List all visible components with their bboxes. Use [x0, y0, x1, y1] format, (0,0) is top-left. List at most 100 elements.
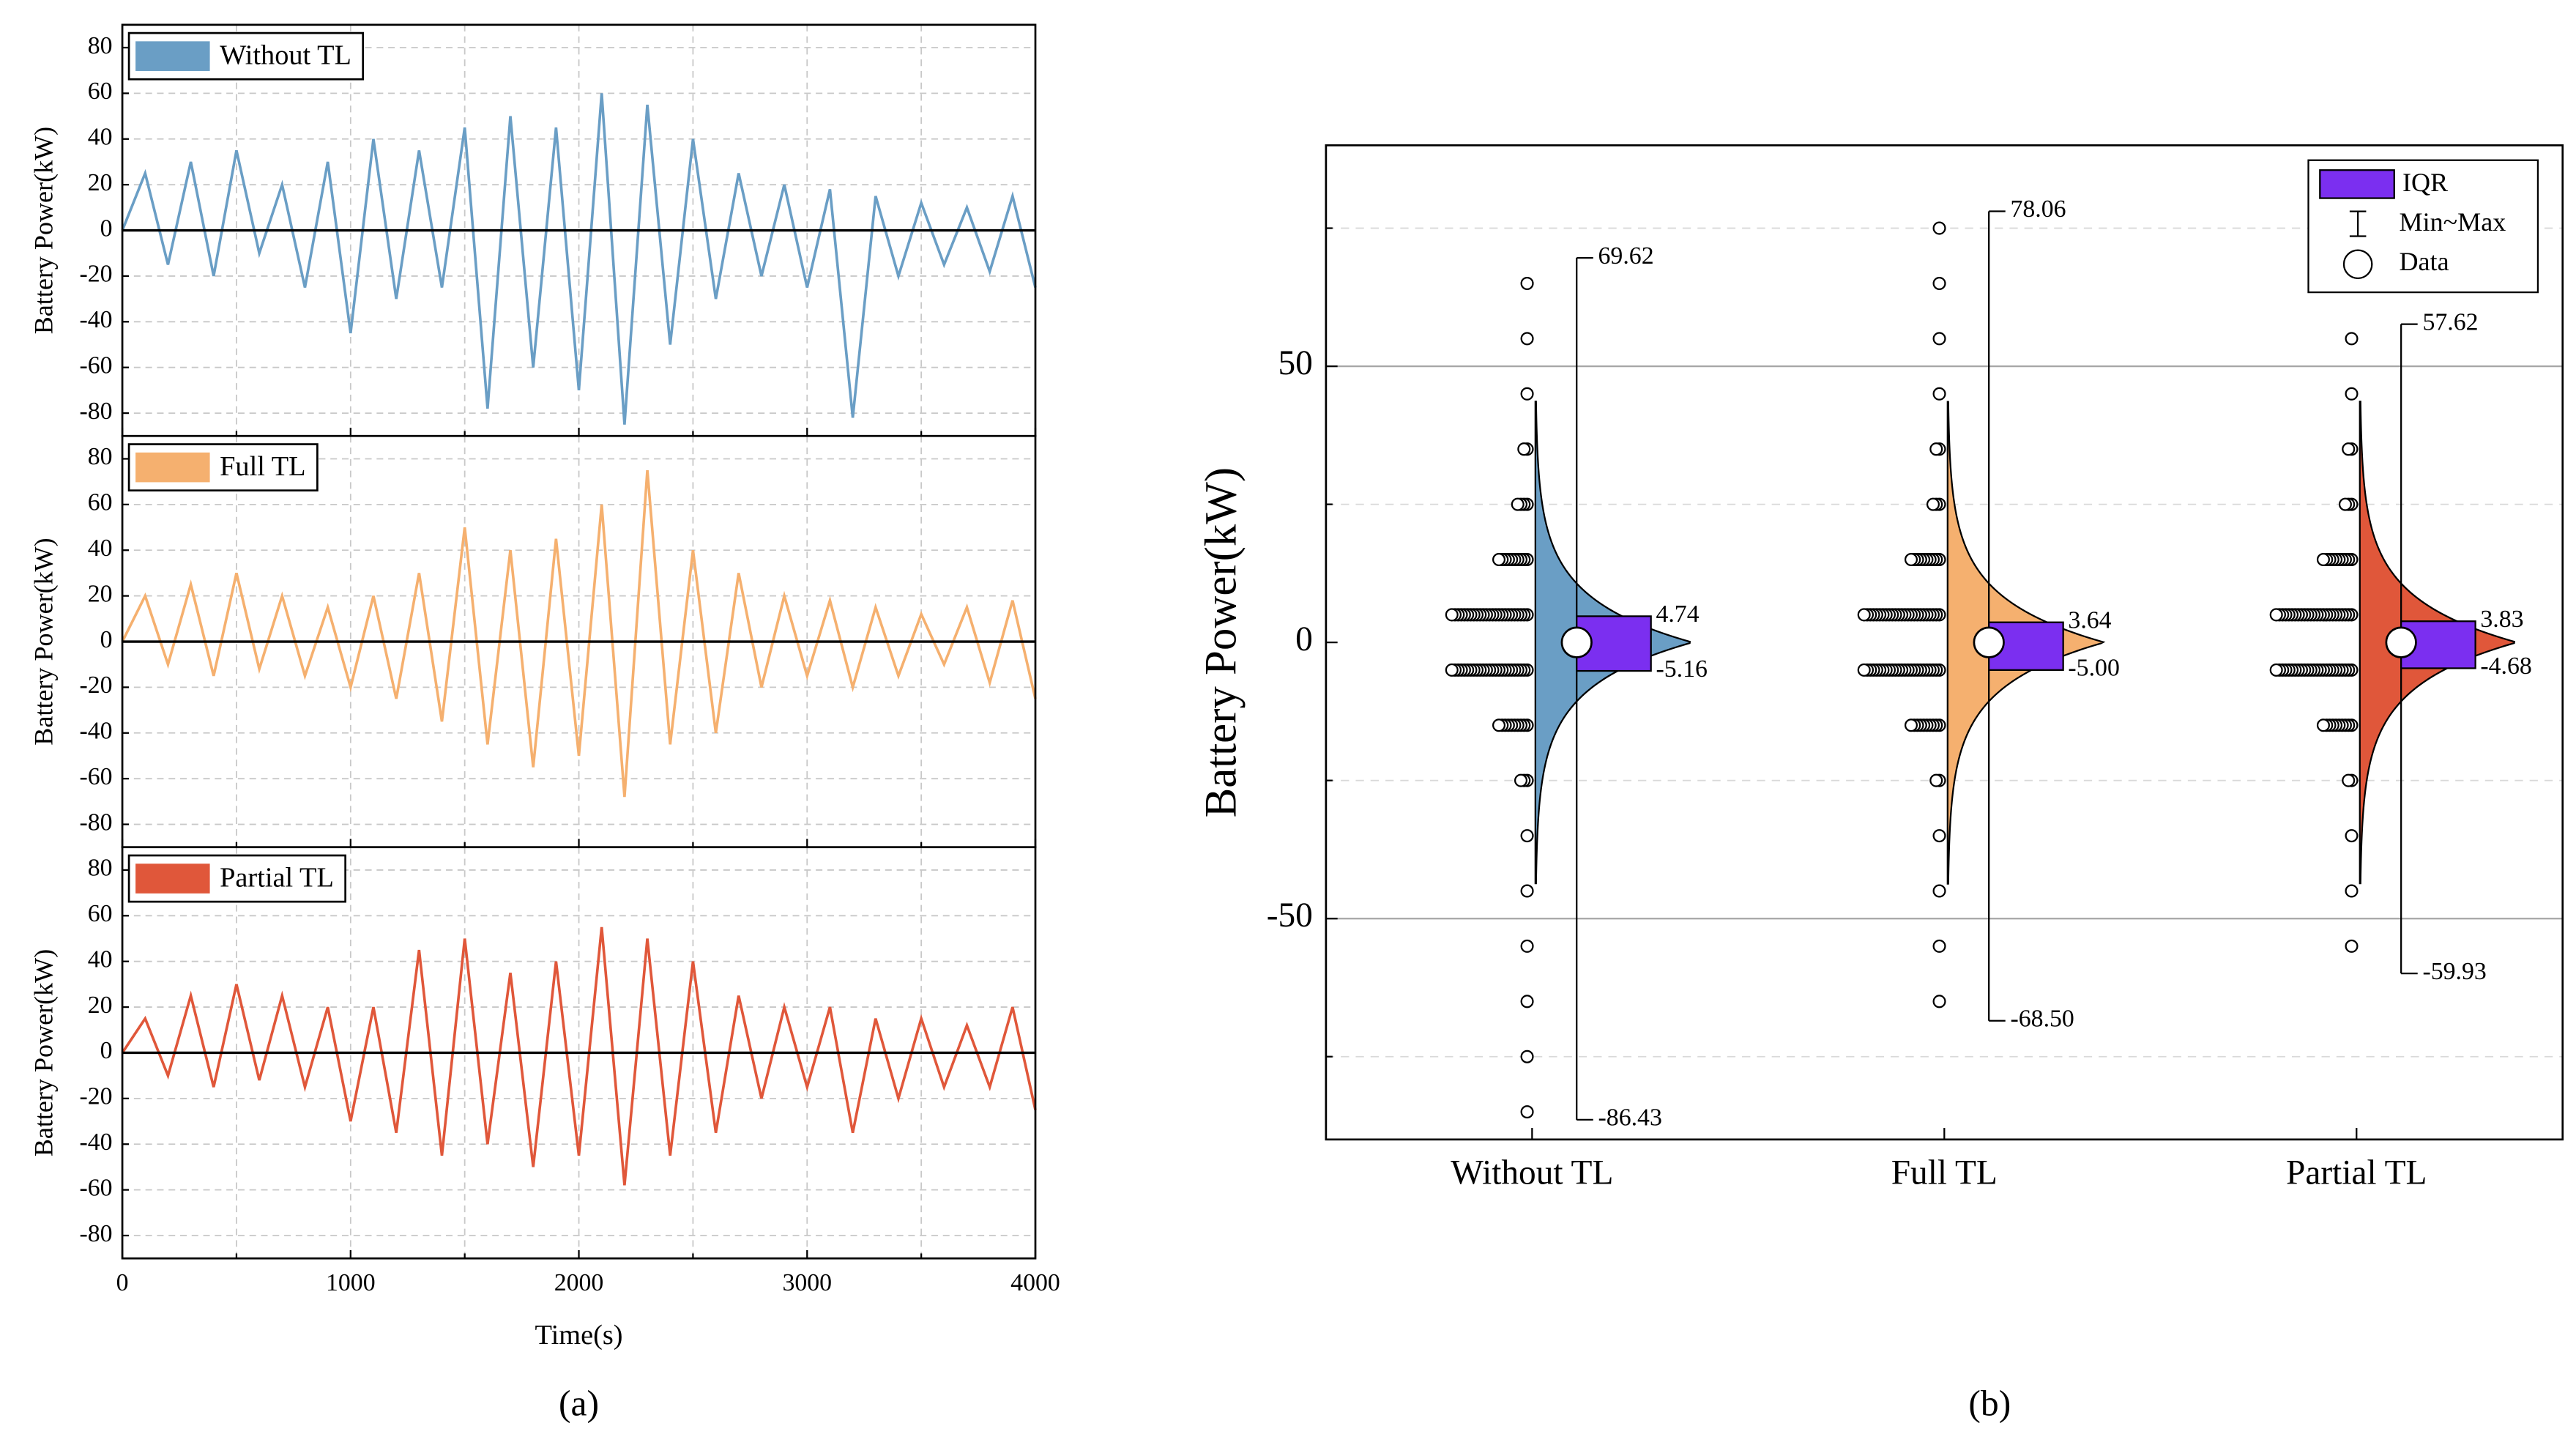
x-tick-label: 4000 [1010, 1269, 1060, 1296]
data-point [2316, 718, 2330, 732]
legend-label: Min~Max [2400, 207, 2506, 237]
mean-marker [1560, 626, 1593, 658]
data-point [1932, 884, 1946, 898]
data-point [1932, 332, 1946, 346]
data-point [2345, 939, 2359, 953]
data-point [1904, 553, 1918, 567]
min-label: -86.43 [1598, 1104, 1662, 1132]
legend-label: Partial TL [220, 863, 334, 894]
y-tick-label: 20 [88, 992, 113, 1019]
data-point [1517, 442, 1531, 456]
data-point [2342, 773, 2356, 787]
y-tick-label: -80 [79, 398, 112, 425]
y-tick-label: 80 [88, 855, 113, 882]
data-point [1511, 497, 1525, 511]
line [121, 93, 1037, 425]
y-tick-label: 40 [88, 124, 113, 151]
y-tick-label: -60 [79, 763, 112, 790]
plot-frame [121, 846, 1037, 1260]
data-point [1520, 1050, 1534, 1063]
x-tick-label: 3000 [782, 1269, 832, 1296]
data-point [2342, 442, 2356, 456]
legend-swatch [135, 863, 210, 894]
legend-label: Data [2400, 247, 2449, 276]
min-label: -68.50 [2011, 1005, 2074, 1032]
y-tick-label: 60 [88, 489, 113, 516]
legend-swatch [135, 41, 210, 71]
x-tick-label: 0 [116, 1269, 129, 1296]
y-tick-label: 0 [100, 1037, 113, 1064]
y-tick-label: -40 [79, 306, 112, 333]
y-tick-label: -40 [79, 718, 112, 745]
legend-swatch [135, 452, 210, 483]
caption: (b) [1968, 1383, 2011, 1424]
data-point [1520, 995, 1534, 1008]
y-tick-label: 0 [1295, 620, 1313, 658]
q3-label: 4.74 [1656, 601, 1699, 628]
data-point [1932, 387, 1946, 401]
data-point [2345, 387, 2359, 401]
x-tick-label: Without TL [1451, 1154, 1613, 1192]
y-tick-label: -50 [1267, 896, 1313, 935]
data-point [1492, 553, 1506, 567]
y-tick-label: -20 [79, 1083, 112, 1110]
x-tick-label: Partial TL [2286, 1154, 2427, 1192]
data-point [1514, 773, 1528, 787]
x-tick-label: Full TL [1891, 1154, 1998, 1192]
caption: (a) [559, 1383, 599, 1424]
data-point [2338, 497, 2352, 511]
min-label: -59.93 [2422, 958, 2486, 985]
y-tick-label: 40 [88, 535, 113, 562]
x-tick-label: 2000 [554, 1269, 604, 1296]
plot-frame [1325, 144, 2564, 1141]
data-point [1520, 829, 1534, 843]
x-axis-label: Time(s) [535, 1320, 623, 1351]
y-axis-label: Battery Power(kW) [1196, 467, 1246, 817]
y-tick-label: 0 [100, 215, 113, 242]
y-tick-label: -40 [79, 1129, 112, 1156]
y-tick-label: -60 [79, 352, 112, 379]
legend-iqr [2319, 169, 2395, 199]
legend-data [2342, 249, 2373, 280]
q3-label: 3.83 [2480, 606, 2523, 633]
y-tick-label: 80 [88, 32, 113, 59]
data-point [1520, 939, 1534, 953]
y-tick-label: 60 [88, 78, 113, 105]
y-tick-label: 40 [88, 946, 113, 973]
data-point [2345, 829, 2359, 843]
data-point [2345, 332, 2359, 346]
q1-label: -5.16 [1656, 655, 1707, 683]
y-axis-label: Battery Power(kW) [29, 127, 59, 334]
data-point [1445, 608, 1459, 622]
data-point [2269, 663, 2283, 677]
data-point [1929, 773, 1943, 787]
y-tick-label: -80 [79, 1220, 112, 1247]
x-tick-label: 1000 [326, 1269, 376, 1296]
y-tick-label: -20 [79, 672, 112, 699]
data-point [1520, 1105, 1534, 1119]
data-point [1932, 939, 1946, 953]
q1-label: -4.68 [2480, 653, 2531, 680]
y-tick-label: 60 [88, 900, 113, 927]
legend-label: Full TL [220, 451, 306, 482]
data-point [1926, 497, 1940, 511]
data-point [1520, 332, 1534, 346]
data-point [1857, 663, 1871, 677]
y-tick-label: 20 [88, 169, 113, 196]
y-tick-label: 80 [88, 443, 113, 470]
q3-label: 3.64 [2068, 606, 2111, 634]
data-point [1857, 608, 1871, 622]
legend-label: IQR [2402, 168, 2448, 197]
data-point [1520, 276, 1534, 290]
data-point [1445, 663, 1459, 677]
data-point [1520, 387, 1534, 401]
max-label: 78.06 [2011, 196, 2066, 223]
max-label: 69.62 [1598, 242, 1654, 270]
data-point [1932, 995, 1946, 1008]
y-tick-label: 0 [100, 626, 113, 653]
line [121, 926, 1037, 1186]
legend-label: Without TL [220, 40, 351, 71]
data-point [2345, 884, 2359, 898]
y-tick-label: 20 [88, 580, 113, 607]
